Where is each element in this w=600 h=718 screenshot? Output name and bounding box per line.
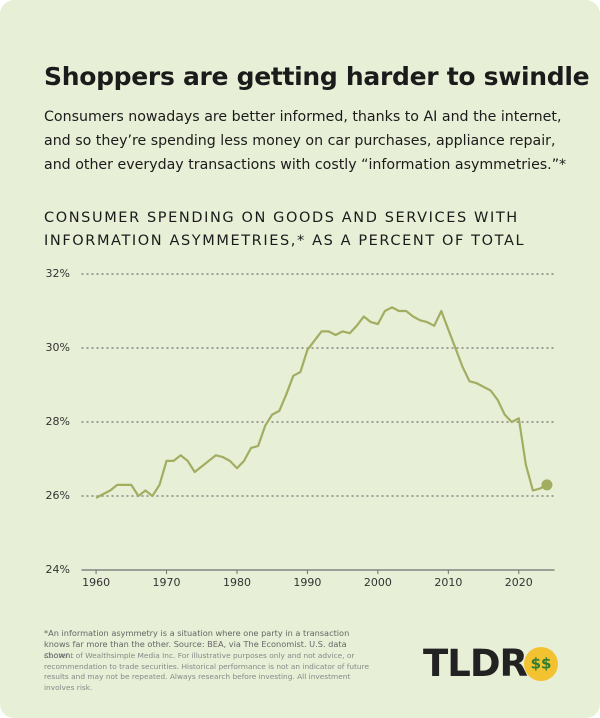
x-tick-label: 1970 [153, 576, 181, 589]
x-tick-label: 2010 [434, 576, 462, 589]
title: Shoppers are getting harder to swindle [44, 62, 590, 91]
footnote: *An information asymmetry is a situation… [44, 628, 350, 660]
x-tick-label: 2020 [505, 576, 533, 589]
y-tick-label: 28% [46, 415, 70, 428]
logo-emoji [524, 647, 558, 681]
subtitle: Consumers nowadays are better informed, … [44, 109, 567, 173]
x-tick-label: 1960 [82, 576, 110, 589]
x-tick-label: 1990 [293, 576, 321, 589]
y-tick-label: 30% [46, 341, 70, 354]
line [95, 306, 548, 499]
y-tick-label: 26% [46, 489, 70, 502]
y-tick-label: 24% [46, 563, 70, 576]
logo: TLDR [423, 642, 528, 685]
chart-title: CONSUMER SPENDING ON GOODS AND SERVICES … [44, 210, 526, 249]
y-tick-label: 32% [46, 267, 70, 280]
disclaimer: Content of Wealthsimple Media Inc. For i… [44, 651, 370, 692]
logo-emoji-symbol: $$ [531, 655, 552, 673]
x-tick-label: 1980 [223, 576, 251, 589]
x-tick-label: 2000 [364, 576, 392, 589]
end-dot [541, 479, 553, 491]
